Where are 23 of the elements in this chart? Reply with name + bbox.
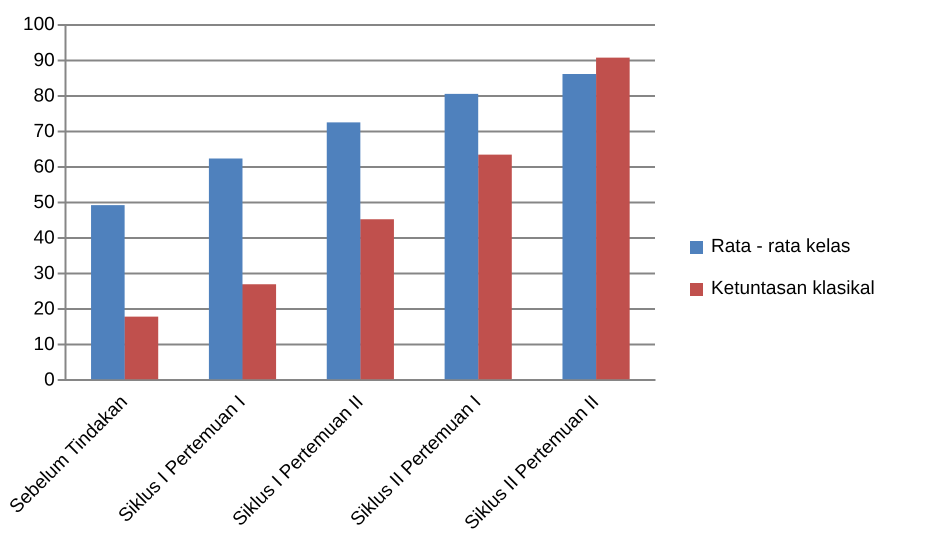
y-tick-label: 10 [34, 334, 55, 355]
y-tick-label: 50 [34, 192, 55, 213]
y-tick-label: 30 [34, 262, 55, 284]
bar [242, 284, 276, 380]
y-tick-label: 40 [34, 227, 55, 248]
legend-label: Ketuntasan klasikal [711, 278, 875, 300]
y-tick-label: 60 [34, 156, 55, 178]
bar [444, 94, 478, 380]
y-tick-label: 80 [34, 85, 55, 106]
bar [596, 58, 630, 380]
y-tick-label: 100 [23, 14, 55, 36]
bar [478, 154, 512, 380]
bar [360, 219, 394, 380]
y-tick-label: 20 [34, 298, 55, 320]
y-tick-label: 0 [44, 369, 55, 390]
legend-label: Rata - rata kelas [711, 236, 850, 258]
bar [91, 205, 125, 380]
bar [208, 158, 242, 380]
bar [326, 122, 360, 380]
bar [562, 74, 596, 380]
bar [124, 316, 158, 380]
y-tick-label: 70 [34, 120, 55, 142]
y-tick-label: 90 [34, 50, 55, 71]
